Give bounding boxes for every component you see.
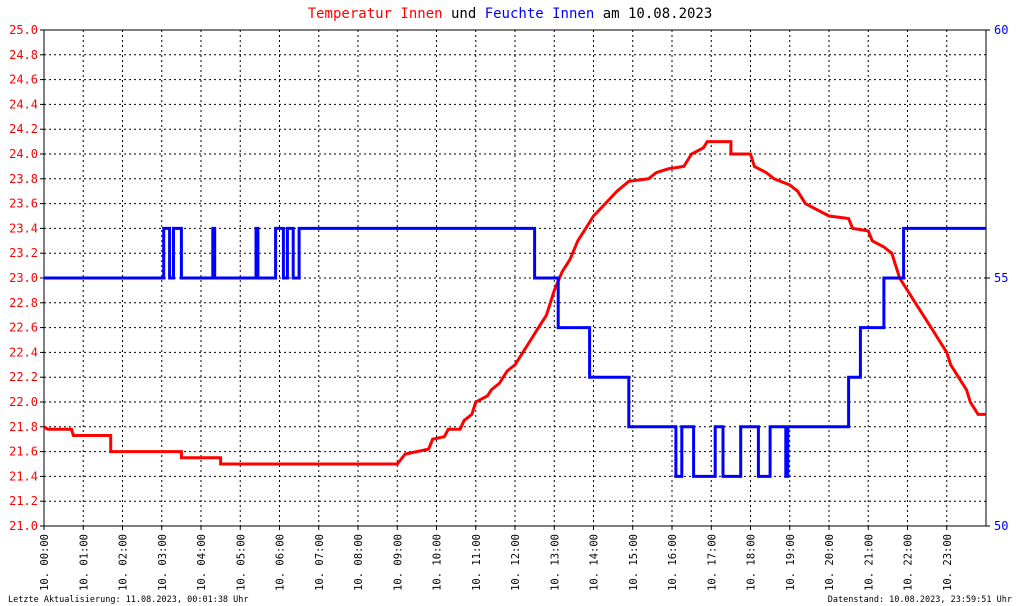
y-left-tick-label: 21.4 — [9, 469, 38, 483]
series — [43, 140, 986, 478]
x-tick-label: 10. 10:00 — [432, 534, 444, 591]
y-left-tick-label: 24.8 — [9, 48, 38, 62]
x-tick-label: 10. 06:00 — [275, 534, 287, 591]
footer-last-update: Letzte Aktualisierung: 11.08.2023, 00:01… — [8, 595, 249, 605]
x-tick-label: 10. 07:00 — [314, 534, 326, 591]
y-left-tick-label: 22.4 — [9, 345, 38, 359]
x-tick-label: 10. 23:00 — [942, 534, 954, 591]
title-connector: und — [443, 6, 485, 22]
footer-data-status: Datenstand: 10.08.2023, 23:59:51 Uhr — [828, 595, 1012, 605]
x-tick-label: 10. 20:00 — [824, 534, 836, 591]
y-left-tick-label: 21.6 — [9, 445, 38, 459]
x-tick-label: 10. 12:00 — [510, 534, 522, 591]
title-date: am 10.08.2023 — [594, 6, 712, 22]
y-left-tick-label: 24.2 — [9, 122, 38, 136]
y-left-tick-label: 22.2 — [9, 370, 38, 384]
x-tick-label: 10. 19:00 — [785, 534, 797, 591]
y-right-tick-label: 60 — [994, 23, 1008, 37]
x-tick-label: 10. 08:00 — [353, 534, 365, 591]
series-line-humidity — [44, 226, 986, 478]
x-tick-label: 10. 13:00 — [549, 534, 561, 591]
title-humidity: Feuchte Innen — [485, 6, 595, 22]
y-axis-left-ticks: 21.0 21.2 21.4 21.6 21.8 22.0 22.2 22.4 22.6 22.8… — [9, 23, 38, 533]
x-tick-label: 10. 09:00 — [392, 534, 404, 591]
y-left-tick-label: 24.0 — [9, 147, 38, 161]
x-tick-label: 10. 02:00 — [118, 534, 130, 591]
x-tick-label: 10. 05:00 — [235, 534, 247, 591]
y-left-tick-label: 21.8 — [9, 420, 38, 434]
grid — [44, 30, 986, 526]
y-left-tick-label: 22.0 — [9, 395, 38, 409]
x-tick-label: 10. 22:00 — [903, 534, 915, 591]
chart-title: Temperatur Innen und Feuchte Innen am 10… — [308, 6, 713, 22]
y-left-tick-label: 21.2 — [9, 494, 38, 508]
x-tick-label: 10. 21:00 — [863, 534, 875, 591]
x-tick-label: 10. 01:00 — [78, 534, 90, 591]
title-temperature: Temperatur Innen — [308, 6, 443, 22]
y-right-tick-label: 55 — [994, 271, 1008, 285]
y-left-tick-label: 23.2 — [9, 246, 38, 260]
x-tick-label: 10. 00:00 — [39, 534, 51, 591]
x-tick-label: 10. 14:00 — [589, 534, 601, 591]
x-axis-ticks: 10. 00:00 10. 01:00 10. 02:00 10. 03:00 10. … — [39, 534, 954, 591]
y-left-tick-label: 21.0 — [9, 519, 38, 533]
y-axis-right-ticks: 50 55 60 — [994, 23, 1008, 533]
x-tick-label: 10. 04:00 — [196, 534, 208, 591]
series-line-temperature — [43, 140, 986, 466]
x-tick-label: 10. 11:00 — [471, 534, 483, 591]
x-tick-label: 10. 17:00 — [706, 534, 718, 591]
y-left-tick-label: 22.8 — [9, 296, 38, 310]
x-tick-label: 10. 18:00 — [746, 534, 758, 591]
y-left-tick-label: 23.4 — [9, 221, 38, 235]
x-tick-label: 10. 16:00 — [667, 534, 679, 591]
y-left-tick-label: 23.0 — [9, 271, 38, 285]
y-left-tick-label: 23.8 — [9, 172, 38, 186]
x-tick-label: 10. 03:00 — [157, 534, 169, 591]
y-left-tick-label: 22.6 — [9, 321, 38, 335]
x-tick-label: 10. 15:00 — [628, 534, 640, 591]
y-left-tick-label: 24.4 — [9, 97, 38, 111]
y-right-tick-label: 50 — [994, 519, 1008, 533]
y-left-tick-label: 23.6 — [9, 197, 38, 211]
y-left-tick-label: 25.0 — [9, 23, 38, 37]
y-left-tick-label: 24.6 — [9, 73, 38, 87]
